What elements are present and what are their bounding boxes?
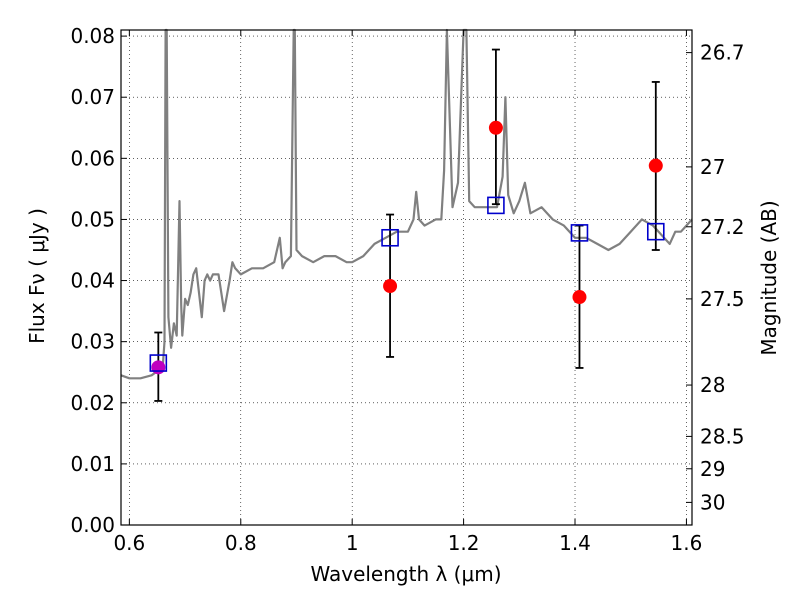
y-tick-label: 0.00	[70, 513, 115, 537]
observed-point	[383, 279, 398, 294]
axes	[120, 29, 693, 526]
model-point	[487, 196, 505, 215]
grid-lines	[121, 30, 692, 526]
y2-tick-label: 27.5	[700, 287, 745, 311]
observed-point	[572, 290, 587, 305]
x-tick-label: 1.2	[448, 531, 480, 555]
y2-tick-label: 29	[700, 457, 725, 481]
x-tick-label: 1.6	[671, 531, 703, 555]
model-point	[149, 354, 168, 372]
model-point	[646, 222, 665, 241]
observed-point	[488, 120, 503, 135]
x-tick-label: 0.8	[225, 531, 257, 555]
y2-tick-label: 26.7	[700, 41, 745, 65]
observed-points	[151, 120, 663, 375]
y-tick-label: 0.02	[70, 391, 115, 415]
tick-labels: 0.6 0.8 1 1.2 1.4 1.6 0.00 0.01 0.02 0.03 0.04 0.05…	[70, 24, 744, 555]
plot-frame	[120, 29, 693, 526]
model-point	[381, 228, 399, 247]
y-tick-label: 0.03	[70, 330, 115, 354]
x-tick-label: 0.6	[113, 531, 145, 555]
y-tick-label: 0.05	[70, 207, 115, 231]
y-tick-label: 0.06	[70, 146, 115, 170]
y-tick-label: 0.07	[70, 85, 115, 109]
y-tick-label: 0.08	[70, 24, 115, 48]
y2-axis-label: Magnitude (AB)	[757, 200, 781, 355]
y-tick-label: 0.01	[70, 452, 115, 476]
model-point	[570, 224, 589, 242]
y2-tick-label: 27.2	[700, 215, 745, 239]
y2-tick-label: 28	[700, 373, 725, 397]
x-tick-label: 1	[346, 531, 359, 555]
y-axis-label: Flux Fν ( μJy )	[25, 208, 49, 344]
spectrum-line	[120, 28, 693, 380]
y2-tick-label: 30	[700, 490, 725, 514]
y2-tick-label: 28.5	[700, 424, 745, 448]
x-tick-label: 1.4	[559, 531, 591, 555]
observed-point	[648, 158, 663, 173]
spectrum-layer	[120, 28, 693, 380]
y2-tick-label: 27	[700, 155, 725, 179]
x-axis-label: Wavelength λ (μm)	[310, 562, 501, 586]
model-points	[149, 196, 665, 372]
observed-point	[151, 360, 166, 375]
y-tick-label: 0.04	[70, 269, 115, 293]
